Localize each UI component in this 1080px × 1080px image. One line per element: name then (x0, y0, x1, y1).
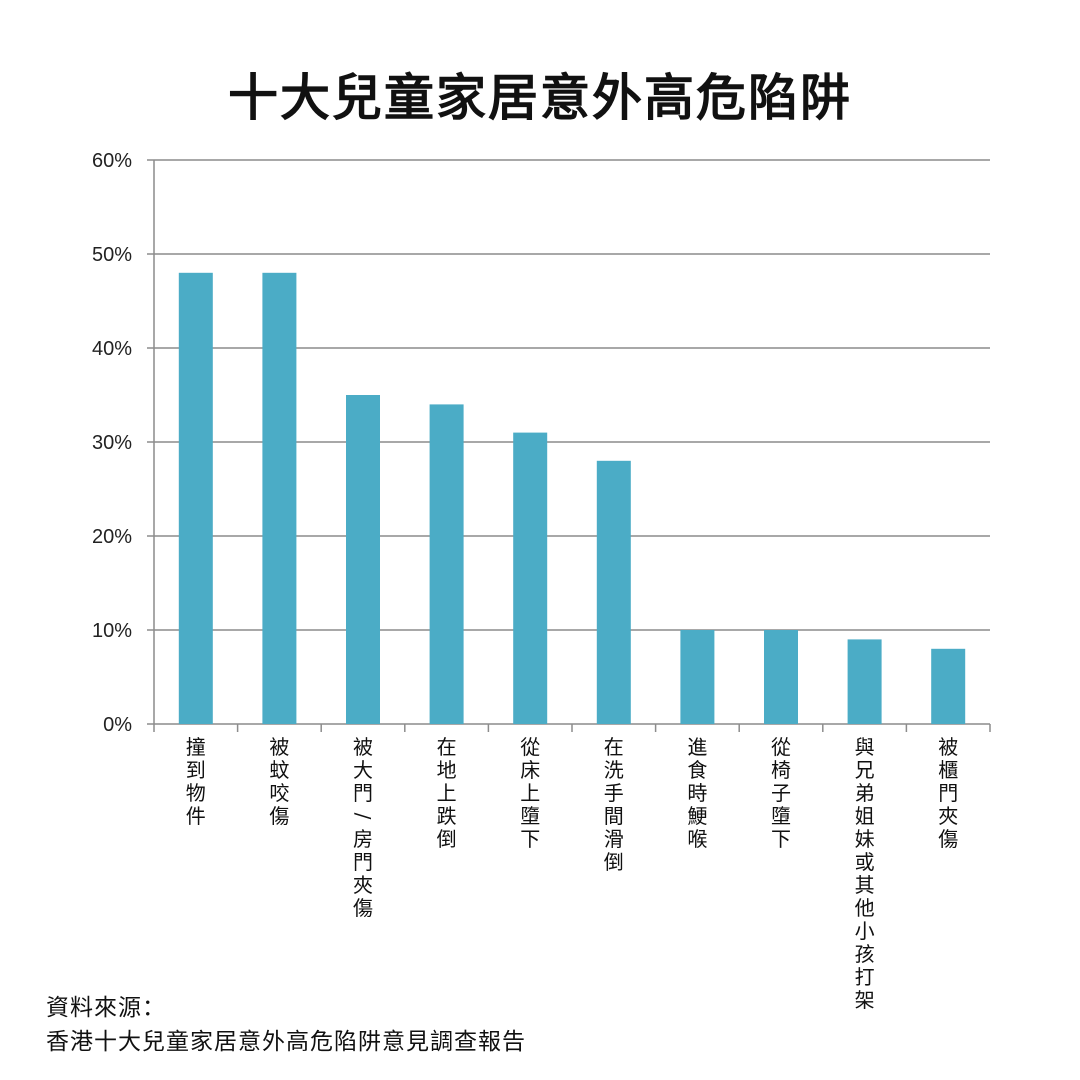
bar (680, 630, 715, 724)
bar (764, 630, 798, 724)
svg-text:滑: 滑 (604, 827, 624, 851)
bars (178, 272, 966, 724)
y-tick-label: 30% (92, 432, 132, 454)
svg-text:洗: 洗 (604, 758, 624, 782)
svg-text:上: 上 (520, 781, 540, 805)
svg-text:跌: 跌 (437, 804, 457, 828)
bar (346, 395, 380, 724)
y-tick-label: 60% (92, 150, 132, 172)
svg-text:被: 被 (353, 735, 373, 759)
svg-text:妹: 妹 (855, 827, 875, 851)
chart-title: 十大兒童家居意外高危陷阱 (228, 69, 852, 127)
svg-text:兄: 兄 (855, 758, 875, 782)
bar (596, 460, 631, 724)
svg-text:夾: 夾 (353, 873, 373, 897)
svg-text:食: 食 (687, 758, 707, 782)
svg-text:打: 打 (855, 965, 875, 989)
svg-text:櫃: 櫃 (938, 758, 958, 782)
svg-text:喉: 喉 (687, 827, 707, 851)
svg-text:弟: 弟 (855, 781, 875, 805)
bar (513, 432, 548, 724)
svg-text:蚊: 蚊 (269, 758, 289, 782)
svg-text:從: 從 (520, 735, 540, 759)
svg-text:房: 房 (353, 827, 373, 851)
svg-text:間: 間 (604, 804, 624, 828)
svg-text:物: 物 (186, 781, 206, 805)
svg-text:架: 架 (855, 988, 875, 1012)
y-tick-labels: 0% 10% 20% 30% 40% 50% 60% (92, 150, 132, 736)
svg-text:倒: 倒 (604, 850, 624, 874)
bar (847, 639, 882, 724)
svg-text:下: 下 (771, 827, 791, 851)
svg-text:傷: 傷 (269, 804, 289, 828)
svg-text:被: 被 (269, 735, 289, 759)
svg-text:門: 門 (353, 781, 373, 805)
svg-text:倒: 倒 (437, 827, 457, 851)
svg-text:下: 下 (520, 827, 540, 851)
svg-text:姐: 姐 (855, 804, 875, 828)
svg-text:在: 在 (437, 735, 457, 759)
svg-text:上: 上 (437, 781, 457, 805)
svg-text:其: 其 (855, 873, 875, 897)
svg-text:墮: 墮 (771, 804, 791, 828)
y-tick-label: 20% (92, 526, 132, 548)
svg-text:門: 門 (938, 781, 958, 805)
bar (429, 404, 464, 724)
y-tick-label: 10% (92, 620, 132, 642)
svg-text:進: 進 (687, 735, 707, 759)
svg-text:或: 或 (855, 850, 875, 874)
svg-text:咬: 咬 (269, 781, 289, 805)
svg-text:門: 門 (353, 850, 373, 874)
svg-text:椅: 椅 (771, 758, 791, 782)
bar (178, 272, 213, 724)
svg-text:孩: 孩 (855, 942, 875, 966)
y-tick-label: 50% (92, 244, 132, 266)
svg-text:墮: 墮 (520, 804, 540, 828)
svg-text:件: 件 (186, 804, 206, 828)
svg-text:/: / (351, 813, 375, 820)
y-tick-label: 0% (103, 714, 132, 736)
svg-text:鯁: 鯁 (687, 804, 707, 828)
svg-text:手: 手 (604, 781, 624, 805)
svg-text:時: 時 (687, 781, 707, 805)
y-tick-label: 40% (92, 338, 132, 360)
svg-text:夾: 夾 (938, 804, 958, 828)
svg-text:大: 大 (353, 758, 373, 782)
bar (262, 272, 297, 724)
x-tick-labels: 撞到物件被蚊咬傷被大門/房門夾傷在地上跌倒從床上墮下在洗手間滑倒進食時鯁喉從椅子… (186, 735, 958, 1012)
svg-text:地: 地 (437, 758, 457, 782)
svg-text:在: 在 (604, 735, 624, 759)
bar (931, 648, 966, 724)
source-text: 香港十大兒童家居意外高危陷阱意見調查報告 (46, 1029, 526, 1055)
svg-text:被: 被 (938, 735, 958, 759)
svg-text:與: 與 (855, 735, 875, 759)
source-label: 資料來源： (46, 995, 166, 1021)
svg-text:到: 到 (186, 758, 206, 782)
svg-text:小: 小 (855, 919, 875, 943)
svg-text:床: 床 (520, 758, 540, 782)
svg-text:他: 他 (855, 896, 875, 920)
svg-text:從: 從 (771, 735, 791, 759)
svg-text:子: 子 (771, 781, 791, 805)
svg-text:傷: 傷 (938, 827, 958, 851)
svg-text:撞: 撞 (186, 735, 206, 759)
svg-text:傷: 傷 (353, 896, 373, 920)
